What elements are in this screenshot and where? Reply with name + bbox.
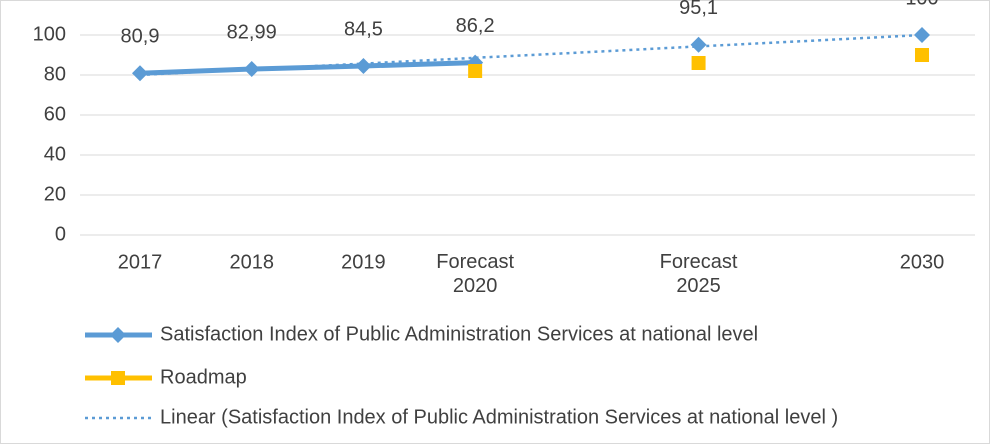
y-tick-label: 100 — [33, 23, 66, 45]
legend-label: Satisfaction Index of Public Administrat… — [160, 323, 758, 345]
x-tick-line: 2025 — [676, 275, 721, 297]
x-tick-label: Forecast 2020 — [436, 251, 514, 297]
x-tick-line: Forecast — [660, 251, 738, 273]
y-tick-label: 0 — [55, 223, 66, 245]
marker — [690, 36, 707, 53]
x-tick-line: 2020 — [453, 275, 498, 297]
data-label: 82,99 — [227, 21, 277, 43]
data-label: 80,9 — [121, 25, 160, 47]
marker — [132, 65, 148, 82]
marker — [914, 27, 930, 43]
data-label: 86,2 — [456, 15, 495, 37]
marker — [110, 327, 126, 343]
series-line — [139, 60, 476, 76]
marker — [691, 56, 706, 70]
marker — [111, 371, 125, 385]
x-tick-label: 2017 — [118, 251, 163, 273]
x-tick-label: Forecast 2025 — [660, 251, 738, 297]
y-tick-label: 40 — [44, 143, 66, 165]
y-tick-label: 60 — [44, 103, 66, 125]
marker — [915, 48, 929, 62]
x-tick-line: Forecast — [436, 251, 514, 273]
marker — [243, 61, 260, 78]
x-tick-label: 2030 — [900, 251, 945, 273]
legend-label: Linear (Satisfaction Index of Public Adm… — [160, 406, 838, 428]
data-label: 84,5 — [344, 18, 383, 40]
y-tick-label: 80 — [44, 63, 66, 85]
x-tick-label: 2019 — [341, 251, 386, 273]
marker — [468, 64, 483, 78]
x-tick-label: 2018 — [229, 251, 274, 273]
data-label: 95,1 — [679, 0, 718, 19]
legend-label: Roadmap — [160, 366, 247, 388]
series-line — [139, 33, 923, 77]
marker — [355, 58, 372, 74]
y-tick-label: 20 — [44, 183, 66, 205]
data-label: 100 — [905, 0, 938, 9]
